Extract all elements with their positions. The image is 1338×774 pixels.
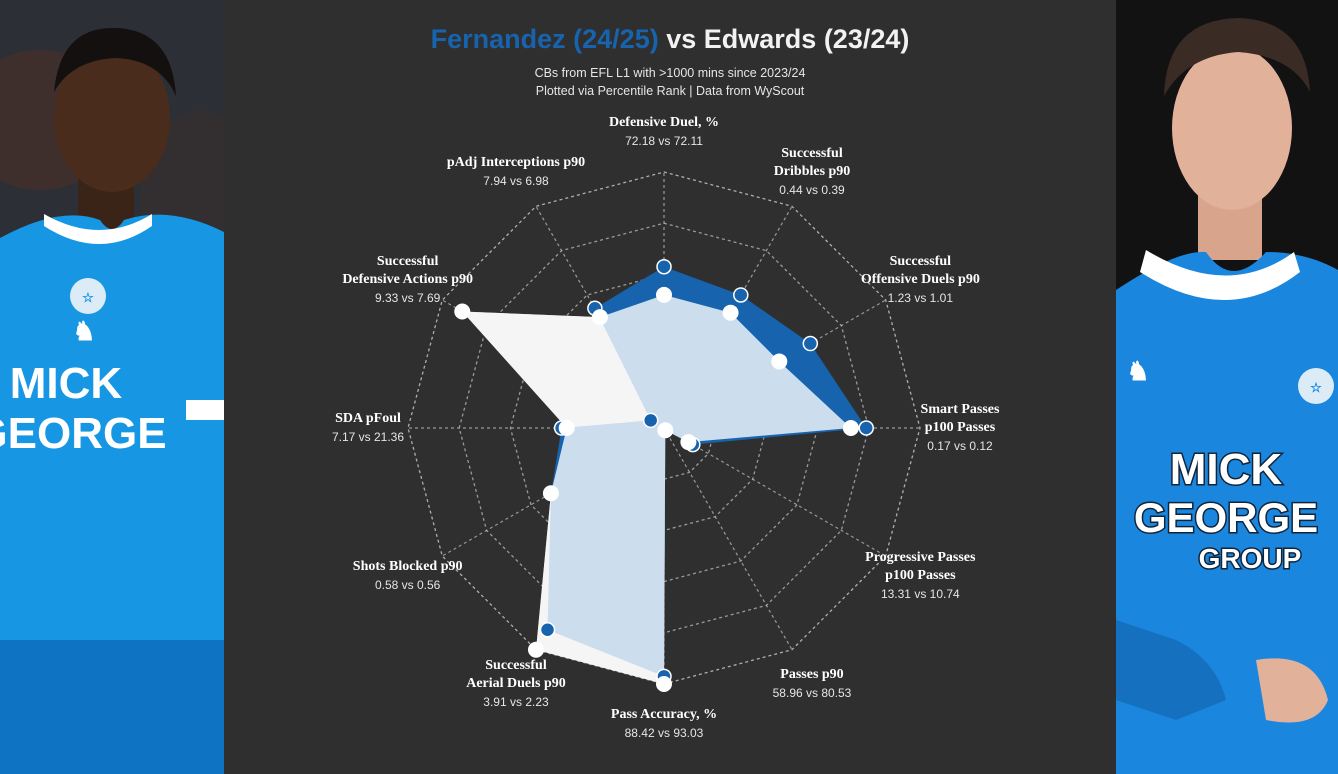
spoke-5	[663, 427, 793, 651]
fernandez-point-2	[802, 335, 819, 352]
radar-chart	[407, 171, 921, 692]
axis-values-3: 0.17 vs 0.12	[927, 439, 993, 453]
axis-label-3: Smart Passes p100 Passes 0.17 vs 0.12	[921, 401, 1000, 455]
title-player1: Fernandez (24/25)	[430, 24, 659, 54]
axis-name-7-line-1: Aerial Duels p90	[466, 676, 566, 692]
fernandez-point-3	[858, 420, 874, 436]
shirt-text-right-3: GROUP	[1199, 543, 1302, 574]
player-photo-right: ♞ ☆ MICK GEORGE GROUP	[1116, 0, 1338, 774]
axis-name-6-line-0: Pass Accuracy, %	[610, 707, 718, 722]
edwards-point-4	[680, 434, 697, 451]
player-photo-left: ☆ ♞ MICK GEORGE	[0, 0, 224, 774]
edwards-point-2	[771, 353, 788, 370]
edwards-point-3	[842, 420, 859, 436]
series-edwards-area	[462, 294, 851, 684]
shirt-text-right-2: GEORGE	[1134, 494, 1318, 541]
edwards-point-11	[592, 309, 608, 326]
axis-name-7-line-0: Successful	[485, 658, 547, 674]
title-vs: vs	[666, 24, 697, 54]
axis-label-11: pAdj Interceptions p90 7.94 vs 6.98	[447, 154, 585, 190]
axis-label-4: Progressive Passes p100 Passes 13.31 vs 10…	[865, 549, 975, 603]
axis-values-5: 58.96 vs 80.53	[772, 686, 852, 701]
axis-values-9: 7.17 vs 21.36	[331, 430, 405, 444]
axis-values-2: 1.23 vs 1.01	[887, 291, 954, 305]
chart-panel: Fernandez (24/25) vs Edwards (23/24) CBs…	[224, 0, 1116, 774]
axis-label-1: Successful Dribbles p90 0.44 vs 0.39	[774, 145, 851, 199]
axis-name-5-line-0: Passes p90	[780, 667, 844, 683]
axis-values-6: 88.42 vs 93.03	[624, 726, 704, 740]
axis-name-0-line-0: Defensive Duel, %	[608, 115, 720, 130]
axis-label-8: Shots Blocked p90 0.58 vs 0.56	[353, 558, 463, 594]
title-player2: Edwards (23/24)	[703, 24, 910, 54]
svg-text:♞: ♞	[72, 316, 95, 346]
svg-text:♞: ♞	[1126, 356, 1149, 386]
axis-name-4-line-1: p100 Passes	[885, 568, 956, 583]
edwards-point-7	[528, 641, 544, 658]
axis-label-9: SDA pFoul 7.17 vs 21.36	[332, 410, 404, 446]
axis-name-2-line-0: Successful	[889, 254, 952, 269]
axis-name-11-line-0: pAdj Interceptions p90	[446, 154, 586, 170]
player-illustration-right: ♞ ☆ MICK GEORGE GROUP	[1116, 0, 1338, 774]
axis-label-0: Defensive Duel, % 72.18 vs 72.11	[609, 114, 719, 150]
edwards-point-5	[657, 422, 674, 439]
subtitle-line2: Plotted via Percentile Rank | Data from …	[535, 84, 805, 98]
axis-values-4: 13.31 vs 10.74	[880, 587, 960, 601]
axis-values-7: 3.91 vs 2.23	[483, 695, 549, 710]
shirt-text-left-1: MICK	[10, 359, 123, 408]
edwards-point-8	[542, 485, 559, 502]
axis-name-2-line-1: Offensive Duels p90	[860, 272, 980, 287]
axis-name-9-line-0: SDA pFoul	[335, 411, 401, 426]
subtitle-line1: CBs from EFL L1 with >1000 mins since 20…	[534, 66, 806, 80]
spoke-4	[663, 427, 887, 557]
edwards-point-9	[558, 420, 575, 436]
axis-name-1-line-0: Successful	[781, 145, 843, 161]
player-illustration-left: ☆ ♞ MICK GEORGE	[0, 0, 224, 774]
axis-name-3-line-0: Smart Passes	[920, 402, 1000, 417]
axis-values-8: 0.58 vs 0.56	[374, 578, 441, 592]
edwards-point-0	[656, 286, 672, 303]
axis-values-1: 0.44 vs 0.39	[779, 182, 845, 197]
svg-text:☆: ☆	[82, 290, 94, 305]
fernandez-point-0	[656, 258, 672, 275]
axis-name-8-line-0: Shots Blocked p90	[352, 559, 463, 574]
fernandez-point-1	[733, 287, 749, 303]
axis-name-3-line-1: p100 Passes	[924, 420, 996, 435]
fernandez-point-10	[642, 412, 659, 429]
axis-name-10-line-1: Defensive Actions p90	[342, 272, 473, 287]
axis-values-10: 9.33 vs 7.69	[374, 291, 441, 305]
axis-name-4-line-0: Progressive Passes	[865, 550, 976, 565]
grid-ring-100	[407, 171, 921, 685]
edwards-point-6	[656, 676, 672, 692]
fernandez-point-7	[539, 621, 556, 638]
axis-label-5: Passes p90 58.96 vs 80.53	[773, 666, 852, 702]
edwards-point-10	[454, 303, 471, 320]
axis-label-10: Successful Defensive Actions p90 9.33 vs 7…	[342, 253, 473, 307]
axis-label-7: Successful Aerial Duels p90 3.91 vs 2.23	[466, 657, 566, 711]
axis-name-10-line-0: Successful	[376, 254, 439, 269]
axis-label-6: Pass Accuracy, % 88.42 vs 93.03	[611, 706, 717, 742]
chart-title: Fernandez (24/25) vs Edwards (23/24)	[224, 24, 1116, 55]
axis-label-2: Successful Offensive Duels p90 1.23 vs 1.0…	[861, 253, 980, 307]
shirt-text-right-1: MICK	[1170, 445, 1283, 494]
edwards-point-1	[722, 304, 739, 321]
svg-text:☆: ☆	[1310, 380, 1322, 395]
axis-name-1-line-1: Dribbles p90	[773, 163, 851, 179]
shirt-text-left-2: GEORGE	[0, 409, 167, 458]
axis-values-11: 7.94 vs 6.98	[483, 173, 549, 188]
axis-values-0: 72.18 vs 72.11	[625, 134, 703, 148]
